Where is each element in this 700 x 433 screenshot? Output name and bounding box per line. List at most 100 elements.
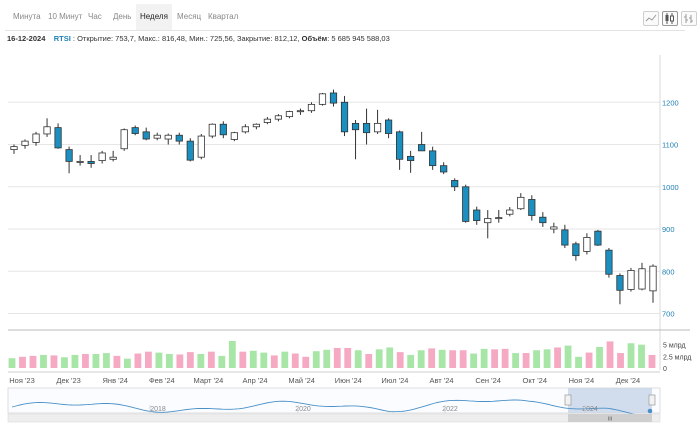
candle-body [418, 144, 426, 152]
volume-bar [522, 353, 530, 368]
volume-bar [480, 348, 488, 368]
volume-bar [596, 347, 603, 368]
x-tick-label: Июл '24 [381, 376, 408, 385]
volume-bar [281, 351, 289, 368]
volume-bar [103, 353, 110, 368]
x-tick-label: Ноя '24 [569, 376, 595, 385]
volume-bar [82, 354, 89, 368]
candle-body [638, 268, 646, 290]
candle-body [164, 134, 172, 140]
navigator-pane [7, 387, 661, 414]
volume-bar [354, 350, 362, 368]
volume-bar [533, 350, 540, 368]
line-chart-icon[interactable] [643, 11, 659, 26]
y-tick-label: 1200 [662, 98, 679, 107]
info-volume-label: Объём [301, 34, 328, 43]
navigator-scrollbar [7, 413, 661, 423]
bar-chart-icon[interactable] [681, 11, 697, 26]
ohlc-info-line: 16-12-2024 RTSI : Открытие: 753,7, Макс.… [7, 34, 390, 43]
tab-quarter[interactable]: Квартал [208, 12, 239, 21]
candle-body [583, 237, 591, 252]
x-tick-label: Фев '24 [149, 376, 175, 385]
volume-bar [207, 351, 215, 368]
x-tick-label: Окт '24 [523, 376, 548, 385]
volume-bar [449, 350, 457, 368]
x-tick-label: Дек '23 [56, 376, 80, 385]
tab-minute[interactable]: Минута [13, 12, 41, 21]
candle-body [65, 149, 73, 162]
volume-bar [124, 358, 131, 368]
volume-bar [617, 353, 624, 368]
x-tick-label: Янв '24 [103, 376, 128, 385]
navigator-current-point [647, 408, 653, 414]
candle-body [528, 199, 536, 216]
candle-body [550, 226, 558, 230]
tab-week[interactable]: Неделя [136, 4, 172, 30]
volume-bar [501, 348, 509, 368]
navigator-year-label: 2020 [295, 406, 311, 413]
volume-bar [564, 345, 572, 368]
volume-tick-label: 2.5 млрд [663, 354, 691, 361]
navigator-year-label: 2024 [582, 406, 598, 413]
x-tick-label: Апр '24 [243, 376, 268, 385]
candle-body [186, 140, 194, 161]
volume-bar [627, 343, 635, 368]
navigator-line [11, 399, 649, 417]
candle-body [263, 118, 271, 123]
candle-body [10, 146, 18, 150]
volume-bar [585, 352, 593, 368]
candle-body [208, 123, 216, 137]
info-ohlc: : Открытие: 753,7, Макс.: 816,48, Мин.: … [70, 34, 302, 43]
volume-bar [8, 358, 16, 368]
volume-bar [396, 352, 404, 368]
candle-body [627, 270, 635, 290]
y-tick-label: 1100 [662, 141, 678, 150]
x-tick-label: Март '24 [194, 376, 224, 385]
candle-body [197, 135, 205, 158]
candle-body [362, 122, 371, 134]
volume-bar [554, 347, 561, 368]
info-date: 16-12-2024 [7, 34, 46, 43]
volume-bar [438, 349, 446, 368]
candle-body [329, 92, 338, 104]
tab-day[interactable]: День [113, 12, 132, 21]
tab-10-minutes[interactable]: 10 Минут [48, 12, 83, 21]
candle-body [384, 119, 393, 134]
volume-bar [543, 349, 551, 368]
tab-month[interactable]: Месяц [177, 12, 202, 21]
volume-bar [417, 350, 425, 368]
volume-bar [176, 354, 184, 368]
volume-bar [61, 357, 68, 368]
info-volume-value: : 5 685 945 588,03 [327, 34, 390, 43]
volume-bar [407, 354, 415, 368]
candle-body [142, 131, 150, 140]
volume-bar [134, 353, 142, 368]
candle-body [318, 93, 327, 105]
candle-body [561, 229, 569, 246]
candle-body [219, 123, 227, 136]
candle-body [407, 155, 415, 161]
candle-body [109, 156, 117, 160]
volume-bar [197, 354, 205, 368]
scrollbar-grip: III [608, 417, 613, 423]
candle-body [153, 134, 161, 139]
navigator-year-label: 2022 [442, 406, 458, 413]
volume-bar [186, 352, 194, 368]
candle-body [21, 140, 29, 146]
candle-body [351, 122, 360, 131]
candle-body [506, 209, 514, 215]
volume-bar [239, 351, 247, 368]
timeframe-toolbar: Минута 10 Минут Час День Неделя Месяц Кв… [5, 4, 697, 31]
candle-body [43, 126, 51, 135]
volume-bar [606, 341, 614, 368]
candlestick-icon[interactable] [662, 11, 678, 26]
volume-bar [512, 353, 520, 368]
navigator-handle [648, 394, 656, 406]
tab-hour[interactable]: Час [88, 12, 102, 21]
volume-bar [228, 340, 236, 368]
candle-body [473, 209, 481, 221]
volume-bar [92, 354, 100, 368]
candle-body [241, 126, 249, 133]
info-symbol: RTSI [53, 34, 71, 43]
